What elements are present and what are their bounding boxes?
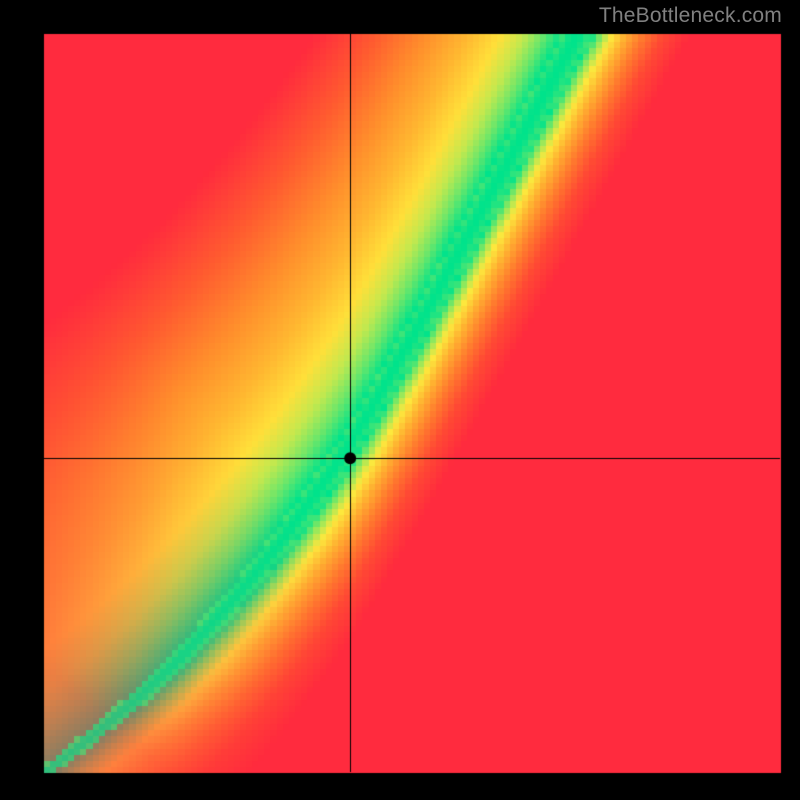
chart-container: TheBottleneck.com: [0, 0, 800, 800]
watermark-text: TheBottleneck.com: [599, 4, 782, 28]
bottleneck-heatmap-chart: [0, 0, 800, 800]
